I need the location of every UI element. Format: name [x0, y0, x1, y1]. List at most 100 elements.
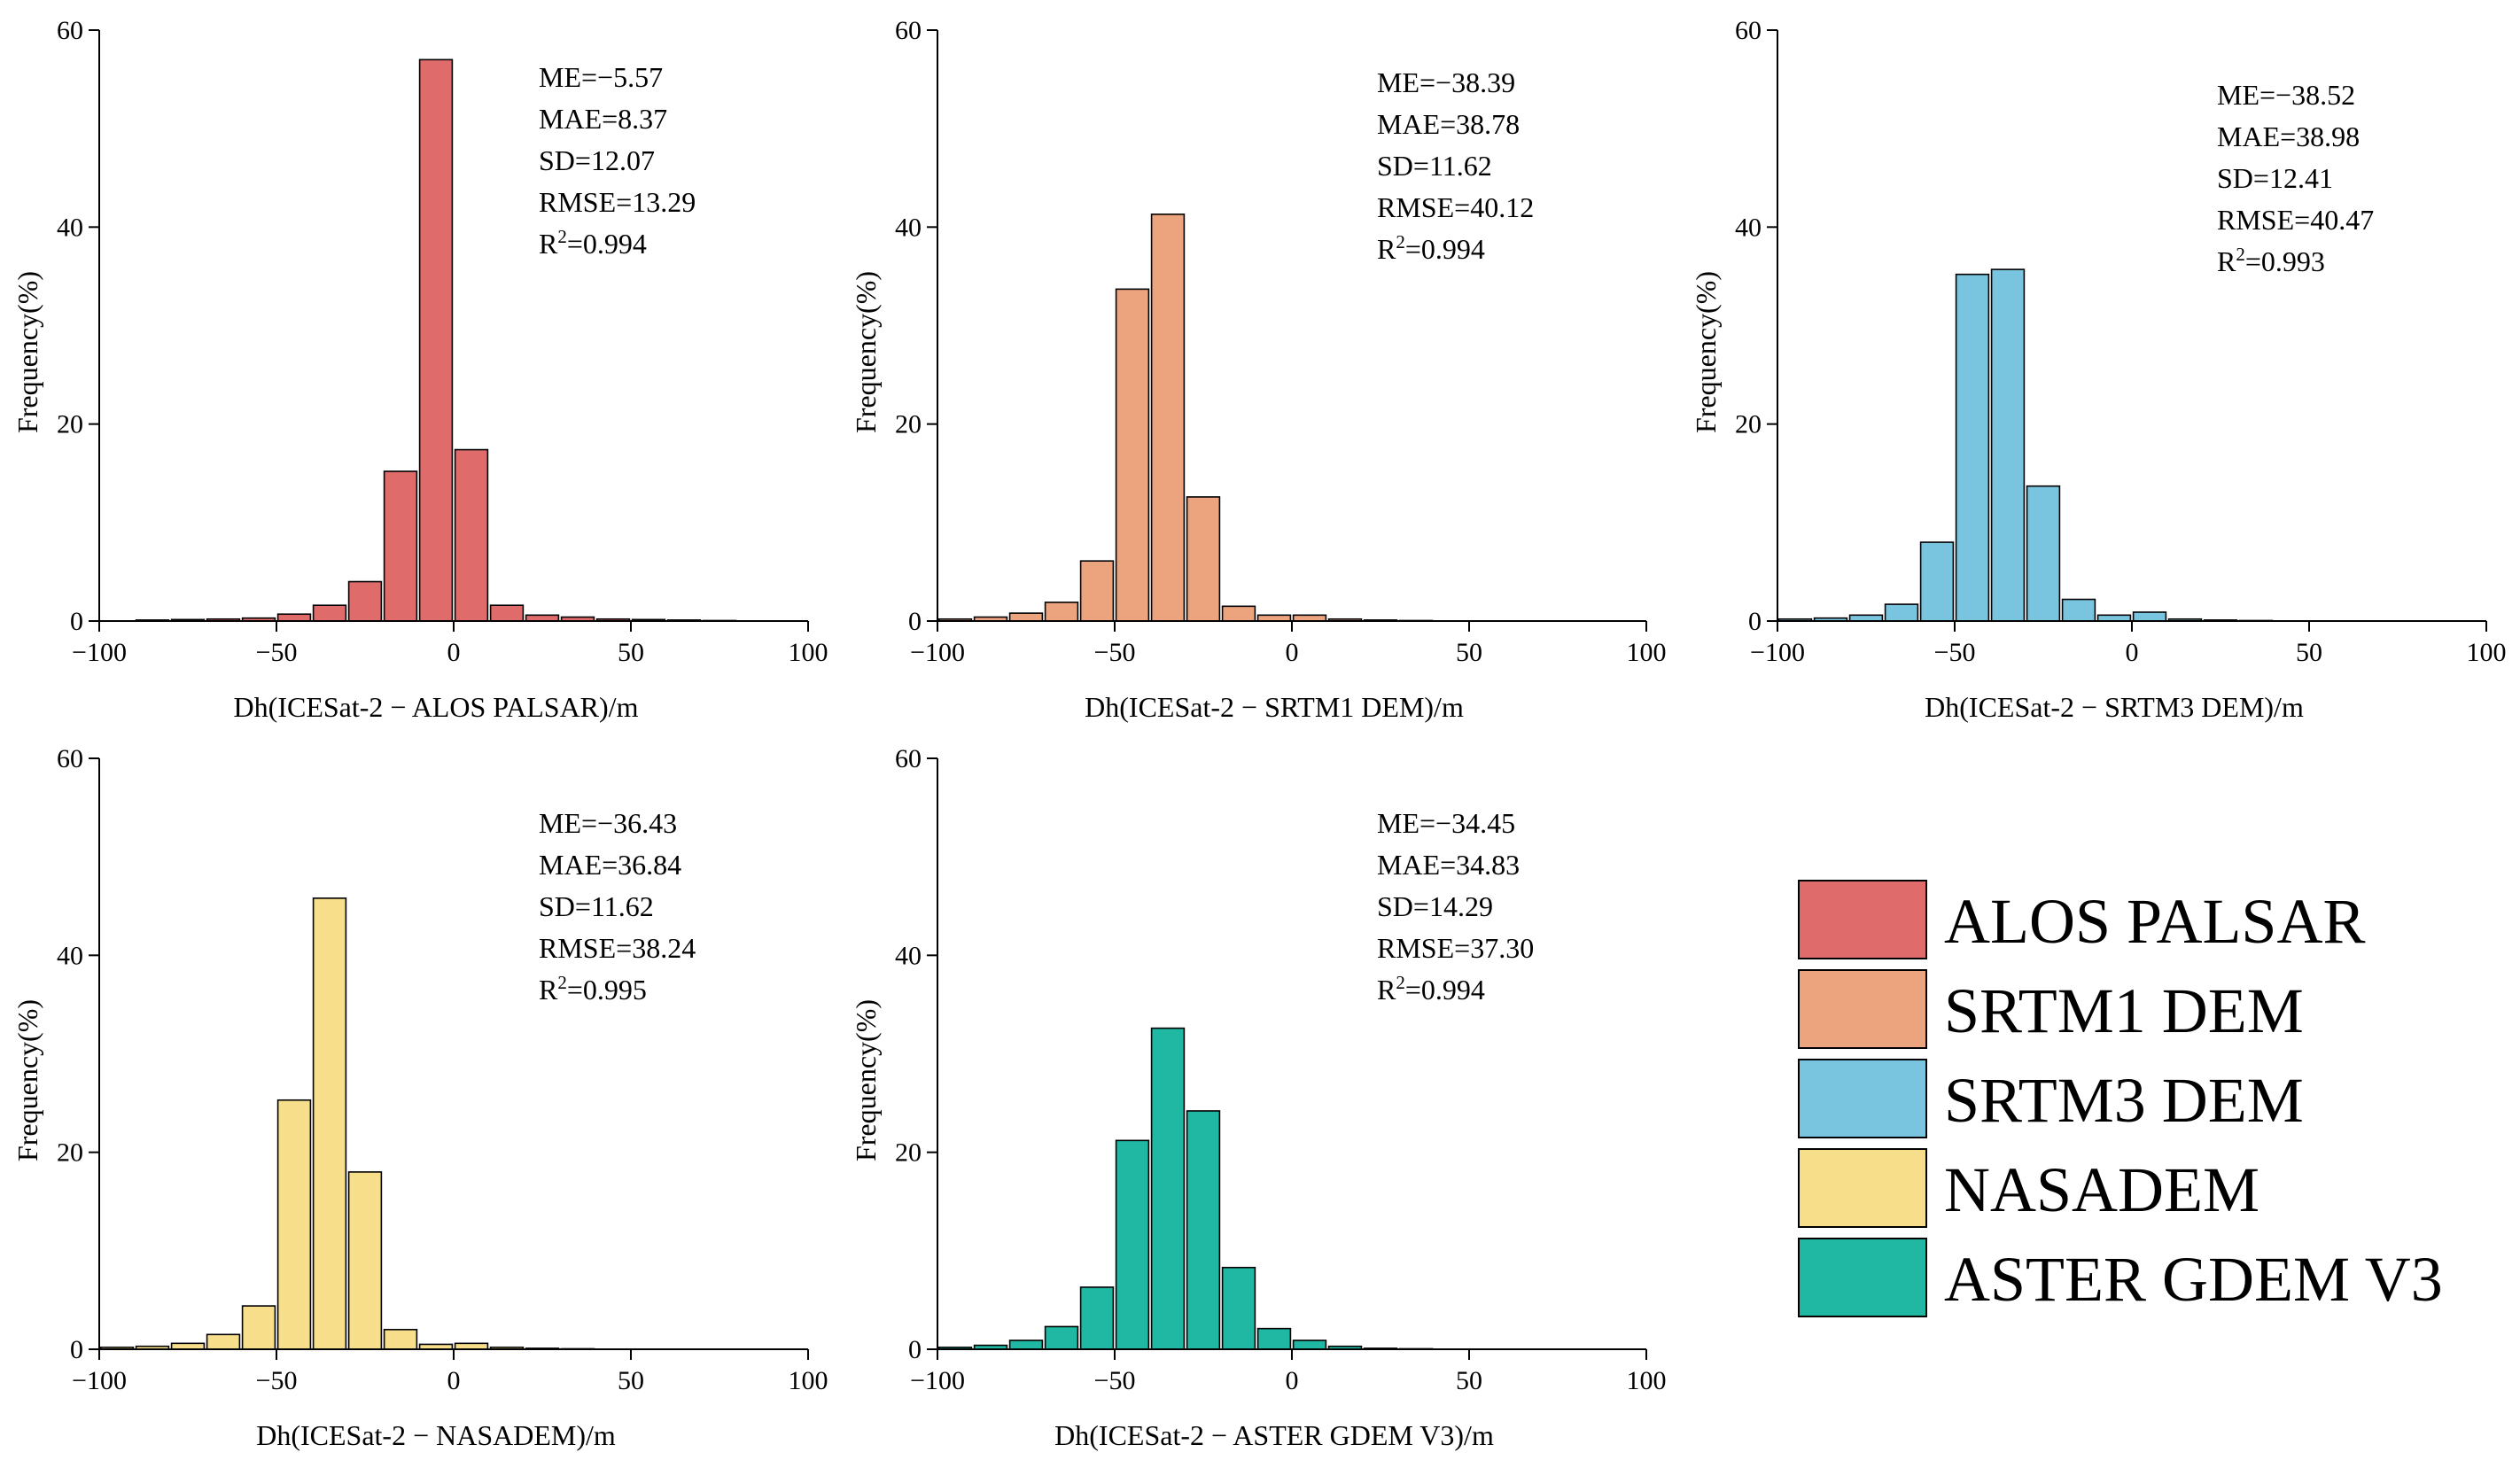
histogram-bar: [489, 604, 525, 622]
histogram-panel: 0 20 40 60 −100 −50 0 50 100 Dh(ICESat-2 − SRTM1 …: [850, 16, 1667, 723]
x-tick-label: 100: [2467, 638, 2507, 667]
histogram-bar: [1256, 614, 1292, 622]
x-tick-label: 0: [2126, 638, 2139, 667]
x-tick-label: 100: [1627, 1366, 1667, 1395]
histogram-bar: [1955, 273, 1990, 622]
x-axis-title: Dh(ICESat-2 − SRTM1 DEM)/m: [1085, 691, 1464, 723]
histogram-bar: [383, 470, 418, 622]
histogram-panel: 0 20 40 60 −100 −50 0 50 100 Dh(ICESat-2 − ASTER …: [850, 744, 1667, 1451]
histogram-bar: [1186, 1110, 1221, 1350]
x-tick-label: 100: [789, 638, 828, 667]
histogram-bar: [1884, 603, 1919, 622]
histogram-bar: [2132, 611, 2167, 622]
histogram-bar: [276, 1099, 312, 1350]
histogram-bar: [206, 1333, 241, 1350]
histogram-bar: [1186, 496, 1221, 622]
histogram-bar: [1115, 1139, 1150, 1350]
x-tick-label: −100: [72, 1366, 127, 1395]
y-tick-label: 40: [57, 213, 83, 242]
x-tick-label: 50: [1456, 1366, 1482, 1395]
x-tick-label: 50: [2296, 638, 2322, 667]
x-tick-label: −50: [256, 638, 298, 667]
x-tick-label: 0: [1286, 1366, 1299, 1395]
histogram-bar: [454, 448, 489, 622]
histogram-bar: [1079, 560, 1115, 622]
stat-line: MAE=34.83: [1377, 849, 1520, 881]
stat-r2: R2=0.994: [1377, 231, 1485, 265]
stat-line: ME=−5.57: [539, 61, 663, 93]
stat-line: SD=12.07: [539, 144, 655, 176]
stat-line: RMSE=37.30: [1377, 932, 1534, 964]
y-tick-label: 20: [895, 1138, 922, 1168]
y-tick-label: 0: [1748, 607, 1762, 636]
legend-swatch: [1798, 1148, 1927, 1228]
stat-line: SD=12.41: [2217, 162, 2333, 194]
stat-line: ME=−38.52: [2217, 79, 2355, 111]
histogram-bar: [1008, 612, 1044, 622]
y-tick-label: 40: [895, 213, 922, 242]
y-tick-label: 0: [908, 607, 922, 636]
stat-r2: R2=0.994: [539, 226, 647, 260]
stat-line: MAE=38.98: [2217, 120, 2360, 152]
y-tick-label: 20: [57, 1138, 83, 1168]
legend: ALOS PALSAR SRTM1 DEM SRTM3 DEM NASADEM ASTE…: [1798, 880, 2443, 1317]
x-tick-label: 100: [1627, 638, 1667, 667]
x-tick-label: 50: [618, 1366, 644, 1395]
histogram-panel: 0 20 40 60 −100 −50 0 50 100 Dh(ICESat-2 − SRTM3 …: [1690, 16, 2507, 723]
x-tick-label: −50: [1934, 638, 1976, 667]
histogram-bar: [1256, 1327, 1292, 1350]
y-axis-title: Frequency(%): [12, 271, 43, 433]
y-tick-label: 0: [70, 1335, 83, 1364]
y-tick-label: 40: [1735, 213, 1762, 242]
stat-line: MAE=36.84: [539, 849, 681, 881]
stat-line: SD=14.29: [1377, 890, 1493, 922]
y-axis-title: Frequency(%): [1690, 271, 1722, 433]
legend-label: SRTM1 DEM: [1944, 975, 2304, 1046]
x-tick-label: −100: [1750, 638, 1805, 667]
histogram-bar: [1079, 1286, 1115, 1350]
x-tick-label: 50: [618, 638, 644, 667]
histogram-bar: [454, 1342, 489, 1350]
stat-line: MAE=8.37: [539, 103, 667, 135]
x-tick-label: 0: [447, 1366, 461, 1395]
y-tick-label: 60: [1735, 16, 1762, 45]
x-tick-label: 0: [447, 638, 461, 667]
x-tick-label: 50: [1456, 638, 1482, 667]
x-axis-title: Dh(ICESat-2 − ASTER GDEM V3)/m: [1054, 1419, 1494, 1451]
y-tick-label: 20: [1735, 410, 1762, 439]
histogram-panel: 0 20 40 60 −100 −50 0 50 100 Dh(ICESat-2 − ALOS P…: [12, 16, 828, 723]
histogram-bar: [276, 613, 312, 622]
stat-line: RMSE=38.24: [539, 932, 696, 964]
x-tick-label: −50: [1094, 638, 1136, 667]
x-axis-title: Dh(ICESat-2 − SRTM3 DEM)/m: [1925, 691, 2304, 723]
legend-swatch: [1798, 880, 1927, 959]
x-axis-title: Dh(ICESat-2 − ALOS PALSAR)/m: [234, 691, 639, 723]
histogram-bar: [2026, 485, 2061, 622]
histogram-bar: [1919, 541, 1955, 622]
histogram-bar: [1292, 614, 1327, 622]
stat-line: SD=11.62: [539, 890, 654, 922]
y-tick-label: 20: [895, 410, 922, 439]
histogram-bar: [1221, 605, 1256, 622]
stat-r2: R2=0.993: [2217, 244, 2325, 277]
histogram-bar: [1150, 214, 1186, 622]
stat-r2: R2=0.995: [539, 972, 647, 1006]
legend-label: ASTER GDEM V3: [1944, 1244, 2443, 1315]
x-tick-label: 0: [1286, 638, 1299, 667]
y-axis-title: Frequency(%): [850, 999, 882, 1161]
x-tick-label: −100: [910, 1366, 965, 1395]
y-tick-label: 0: [908, 1335, 922, 1364]
y-tick-label: 60: [895, 744, 922, 773]
histogram-bar: [312, 897, 347, 1350]
stat-line: MAE=38.78: [1377, 108, 1520, 140]
histogram-bar: [170, 1342, 206, 1350]
histogram-panel: 0 20 40 60 −100 −50 0 50 100 Dh(ICESat-2 − NASADE…: [12, 744, 828, 1451]
stat-line: ME=−36.43: [539, 807, 677, 839]
legend-label: SRTM3 DEM: [1944, 1065, 2304, 1136]
legend-swatch: [1798, 969, 1927, 1049]
histogram-bar: [383, 1328, 418, 1350]
stat-line: SD=11.62: [1377, 150, 1492, 182]
histogram-bar: [347, 1171, 383, 1350]
x-axis-title: Dh(ICESat-2 − NASADEM)/m: [256, 1419, 616, 1451]
histogram-bar: [2096, 614, 2132, 622]
